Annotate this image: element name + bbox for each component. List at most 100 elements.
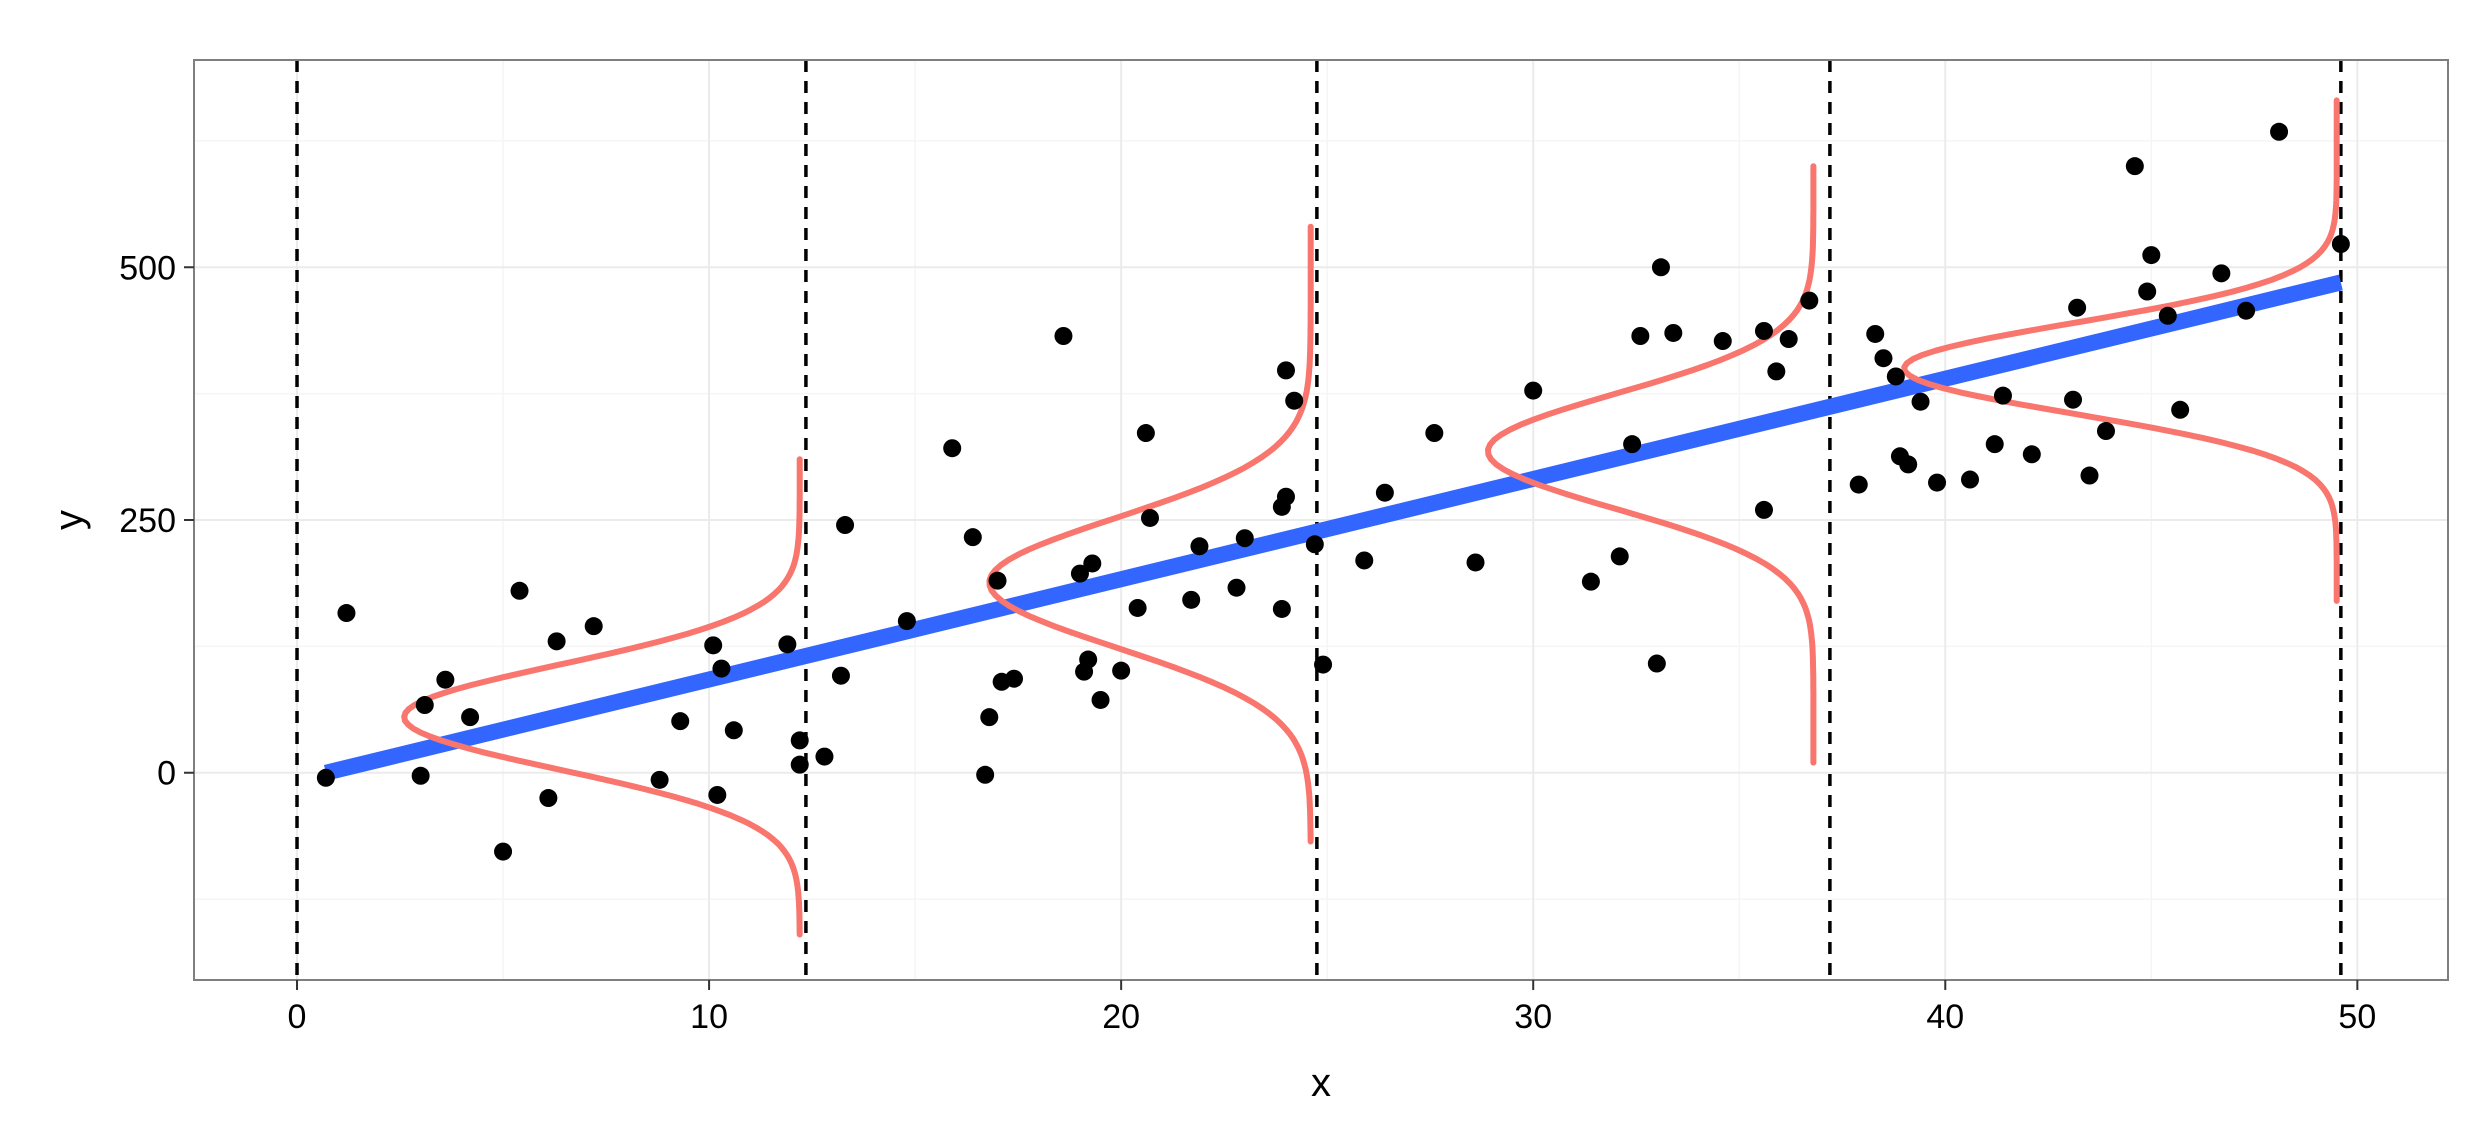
x-tick-label: 30 <box>1514 998 1552 1036</box>
data-point <box>2158 306 2177 325</box>
data-point <box>539 789 558 808</box>
data-point <box>980 708 999 727</box>
data-point <box>1961 470 1980 489</box>
data-point <box>976 765 995 784</box>
data-point <box>1276 487 1295 506</box>
data-point <box>1623 435 1642 454</box>
data-point <box>897 612 916 631</box>
y-tick-label: 0 <box>157 755 176 793</box>
data-point <box>411 766 430 785</box>
data-point <box>2096 422 2115 441</box>
data-point <box>790 755 809 774</box>
data-point <box>831 666 850 685</box>
data-point <box>836 516 855 535</box>
bin-lines <box>295 60 2343 980</box>
data-point <box>2064 390 2083 409</box>
data-point <box>461 708 480 727</box>
data-point <box>2142 246 2161 265</box>
data-point <box>337 604 356 623</box>
x-tick-label: 40 <box>1926 998 1964 1036</box>
data-point <box>815 747 834 766</box>
data-point <box>1375 483 1394 502</box>
data-point <box>1524 381 1543 400</box>
y-tick-label: 250 <box>119 502 176 540</box>
data-point <box>943 439 962 458</box>
data-point <box>1136 424 1155 443</box>
data-point <box>650 770 669 789</box>
data-point <box>1928 473 1947 492</box>
data-point <box>790 731 809 750</box>
data-point <box>1647 654 1666 673</box>
data-point <box>1305 535 1324 554</box>
data-point <box>2270 122 2289 141</box>
data-point <box>1314 655 1333 674</box>
data-point <box>1651 258 1670 277</box>
data-point <box>724 721 743 740</box>
data-point <box>1993 386 2012 405</box>
x-axis-title: x <box>1311 1061 1331 1105</box>
data-point <box>316 768 335 787</box>
data-point <box>2068 298 2087 317</box>
data-point <box>1664 323 1683 342</box>
data-point <box>963 528 982 547</box>
density-curve <box>401 456 803 938</box>
data-point <box>1054 327 1073 345</box>
x-tick-label: 0 <box>288 998 307 1036</box>
data-point <box>415 696 434 715</box>
data-point <box>1083 554 1102 573</box>
data-point <box>1631 327 1650 345</box>
y-axis-title: y <box>47 510 91 530</box>
data-point <box>988 571 1007 590</box>
data-point <box>2212 264 2231 283</box>
data-point <box>2331 235 2350 253</box>
data-point <box>2237 301 2256 320</box>
data-point <box>1190 537 1209 556</box>
data-point <box>1227 578 1246 597</box>
data-point <box>708 785 727 804</box>
x-tick-label: 50 <box>2338 998 2376 1036</box>
fit-line-layer <box>323 274 2343 781</box>
data-point <box>1713 332 1732 351</box>
data-point <box>1985 435 2004 454</box>
data-point <box>1112 661 1131 680</box>
x-tick-label: 10 <box>690 998 728 1036</box>
data-point <box>1866 324 1885 343</box>
data-point <box>1779 330 1798 349</box>
data-point <box>584 617 603 636</box>
data-points <box>316 122 2350 861</box>
data-point <box>1355 551 1374 570</box>
data-point <box>1581 572 1600 591</box>
data-point <box>1849 475 1868 494</box>
data-point <box>1610 547 1629 566</box>
x-tick-label: 20 <box>1102 998 1140 1036</box>
density-curve <box>1901 97 2340 604</box>
data-point <box>1272 599 1291 618</box>
data-point <box>1276 361 1295 380</box>
data-point <box>1070 564 1089 583</box>
data-point <box>1285 391 1304 410</box>
data-point <box>1091 690 1110 709</box>
y-tick-label: 500 <box>119 249 176 287</box>
data-point <box>2138 282 2157 301</box>
data-point <box>1874 349 1893 368</box>
data-point <box>704 636 723 655</box>
data-point <box>510 581 529 600</box>
data-point <box>1899 455 1918 474</box>
data-point <box>494 842 513 861</box>
data-point <box>1767 362 1786 381</box>
data-point <box>671 712 690 731</box>
data-point <box>2022 445 2041 464</box>
density-curve <box>1485 163 1817 766</box>
data-point <box>1128 598 1147 617</box>
data-point <box>778 635 797 654</box>
data-point <box>1466 553 1485 572</box>
data-point <box>1754 321 1773 340</box>
data-point <box>2080 466 2099 485</box>
data-point <box>1800 291 1819 310</box>
fit-line <box>323 274 2343 781</box>
data-point <box>2171 400 2190 419</box>
data-point <box>547 632 566 651</box>
data-point <box>1425 424 1444 443</box>
